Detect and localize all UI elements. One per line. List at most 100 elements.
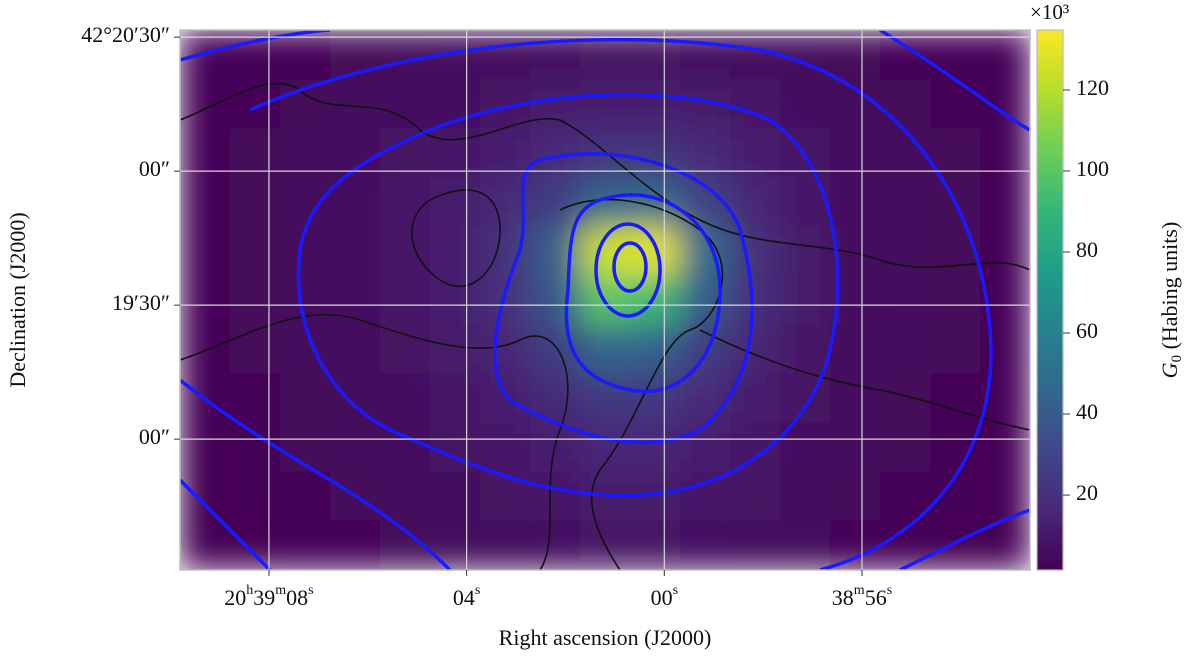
heatmap-cell: [680, 373, 731, 424]
heatmap-cell: [280, 128, 331, 178]
heatmap-cell: [230, 520, 281, 570]
heatmap-cell: [230, 324, 281, 375]
x-tick-label: 00s: [651, 583, 678, 610]
contour: [594, 222, 662, 318]
colorbar-tick-label: 80: [1076, 237, 1098, 262]
contour: [564, 193, 722, 394]
heatmap-cell: [230, 373, 281, 424]
heatmap-cell: [930, 226, 981, 276]
colorbar-tick-label: 120: [1076, 75, 1109, 100]
contour: [180, 30, 1030, 570]
heatmap-cell: [730, 422, 781, 473]
heatmap-cell: [280, 275, 331, 326]
heatmap-cell: [830, 30, 881, 80]
heatmap-cell: [780, 324, 831, 375]
heatmap-cell: [730, 30, 781, 80]
heatmap-cell: [780, 79, 831, 129]
heatmap-cell: [430, 226, 481, 276]
heatmap-cell: [680, 128, 731, 178]
heatmap-cell: [880, 226, 931, 276]
colorbar: [1036, 29, 1064, 571]
heatmap-cell: [930, 324, 981, 375]
heatmap-cell: [630, 79, 681, 129]
y-tick-label: 00″: [139, 156, 170, 181]
contour: [612, 241, 648, 293]
heatmap-cell: [480, 275, 531, 326]
heatmap-cell: [430, 520, 481, 570]
heatmap-cell: [480, 128, 531, 178]
heatmap-cell: [280, 373, 331, 424]
heatmap-cell: [230, 79, 281, 129]
contour: [296, 92, 840, 498]
heatmap-cell: [980, 30, 1030, 80]
colorbar-multiplier: ×10³: [1030, 0, 1069, 24]
heatmap-cell: [180, 79, 231, 129]
colorbar-label: G0 (Habing units): [1157, 222, 1185, 379]
heatmap-cell: [180, 226, 231, 276]
heatmap-cell: [830, 128, 881, 178]
heatmap-cell: [780, 520, 831, 570]
heatmap-cell: [330, 373, 381, 424]
heatmap-cell: [230, 128, 281, 178]
heatmap-cell: [680, 520, 731, 570]
heatmap-cell: [980, 226, 1030, 276]
heatmap-cell: [330, 520, 381, 570]
heatmap-cell: [530, 471, 581, 522]
heatmap-cell: [330, 30, 381, 80]
heatmap-cell: [880, 177, 931, 227]
heatmap-cell: [630, 324, 681, 375]
heatmap-cell: [830, 324, 881, 375]
heatmap-cell: [280, 471, 331, 522]
heatmap-cell: [430, 324, 481, 375]
heatmap-cell: [680, 275, 731, 326]
heatmap-cell: [230, 471, 281, 522]
colorbar-tick-label: 40: [1076, 399, 1098, 424]
heatmap-cell: [530, 520, 581, 570]
heatmap-cell: [230, 177, 281, 227]
y-axis-label: Declination (J2000): [5, 212, 30, 387]
heatmap-cell: [380, 30, 431, 80]
heatmap-cell: [180, 128, 231, 178]
heatmap-cell: [930, 79, 981, 129]
heatmap-cell: [480, 471, 531, 522]
heatmap-cell: [780, 226, 831, 276]
heatmap-cell: [780, 471, 831, 522]
heatmap-cell: [830, 471, 881, 522]
contour: [180, 37, 993, 570]
heatmap-cell: [230, 422, 281, 473]
heatmap-cell: [280, 177, 331, 227]
contour: [180, 82, 1030, 271]
heatmap-cell: [980, 128, 1030, 178]
heatmap-cells: [180, 30, 1030, 570]
heatmap-cell: [180, 177, 231, 227]
heatmap-cell: [980, 324, 1030, 375]
heatmap-cell: [380, 226, 431, 276]
colorbar-tick-label: 100: [1076, 156, 1109, 181]
heatmap-cell: [780, 275, 831, 326]
heatmap-cell: [180, 324, 231, 375]
heatmap-cell: [980, 177, 1030, 227]
heatmap-cell: [880, 422, 931, 473]
heatmap-cell: [930, 275, 981, 326]
heatmap-cell: [580, 324, 631, 375]
heatmap-cell: [730, 177, 781, 227]
heatmap-cell: [630, 422, 681, 473]
heatmap-cell: [180, 275, 231, 326]
heatmap-cell: [630, 520, 681, 570]
y-tick-label: 19′30″: [112, 290, 170, 315]
heatmap-cell: [330, 226, 381, 276]
heatmap-cell: [930, 30, 981, 80]
heatmap-cell: [480, 520, 531, 570]
heatmap-cell: [580, 79, 631, 129]
heatmap-cell: [680, 30, 731, 80]
heatmap-cell: [430, 128, 481, 178]
heatmap-cell: [880, 30, 931, 80]
heatmap-cell: [630, 373, 681, 424]
heatmap-cell: [480, 422, 531, 473]
heatmap-cell: [780, 177, 831, 227]
heatmap-cell: [230, 226, 281, 276]
heatmap-cell: [880, 275, 931, 326]
y-tick-label: 00″: [139, 424, 170, 449]
heatmap-cell: [680, 471, 731, 522]
